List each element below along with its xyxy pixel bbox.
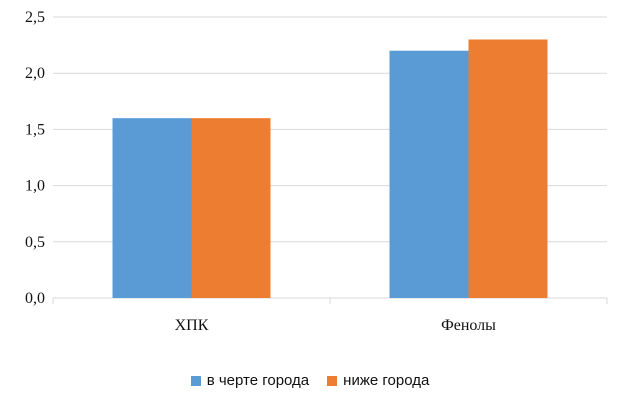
legend-swatch-series-1 bbox=[190, 375, 201, 386]
y-tick-label: 0,5 bbox=[25, 234, 45, 251]
y-tick-label: 1,5 bbox=[25, 121, 45, 138]
bar-1-1 bbox=[112, 118, 192, 298]
bar-2-2 bbox=[468, 39, 548, 298]
legend-item-series-1: в черте города bbox=[190, 372, 310, 389]
legend-item-series-2: ниже города bbox=[327, 372, 429, 389]
bar-1-2 bbox=[389, 50, 469, 298]
legend: в черте города ниже города bbox=[0, 372, 620, 389]
legend-label-series-2: ниже города bbox=[343, 372, 430, 389]
x-category-label: ХПК bbox=[175, 317, 209, 334]
y-tick-label: 0,0 bbox=[25, 290, 45, 307]
bar-2-1 bbox=[191, 118, 271, 298]
x-category-label: Фенолы bbox=[441, 317, 496, 334]
legend-swatch-series-2 bbox=[327, 375, 338, 386]
y-tick-label: 1,0 bbox=[25, 178, 45, 195]
y-tick-label: 2,0 bbox=[25, 65, 45, 82]
legend-label-series-1: в черте города bbox=[206, 372, 310, 389]
y-tick-label: 2,5 bbox=[25, 9, 45, 26]
